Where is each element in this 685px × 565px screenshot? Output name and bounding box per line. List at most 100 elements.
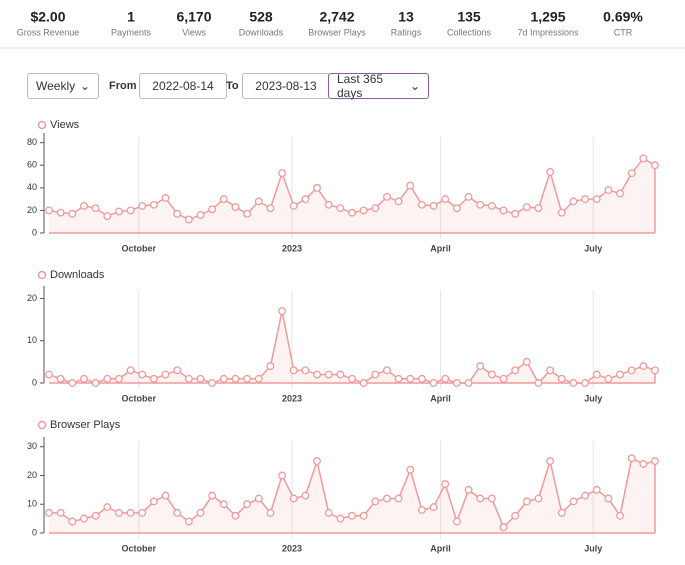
point: [569, 379, 578, 387]
point: [243, 209, 252, 218]
point: [546, 168, 555, 176]
point: [254, 374, 263, 383]
point: [161, 370, 170, 379]
point: [231, 374, 240, 383]
x-tick-label: 2023: [282, 543, 302, 553]
from-input[interactable]: 2022-08-14: [139, 73, 227, 99]
point: [534, 379, 543, 387]
point: [546, 366, 555, 375]
point: [452, 517, 461, 526]
stat-value: 13: [398, 9, 414, 25]
stat-label: Gross Revenue: [17, 27, 80, 37]
point: [569, 497, 578, 506]
stat-value: 1,295: [530, 9, 565, 25]
point: [604, 186, 613, 195]
point: [511, 511, 520, 520]
point: [103, 503, 112, 512]
point: [639, 460, 648, 468]
stat-label: Views: [182, 27, 206, 37]
point: [604, 494, 613, 503]
point: [383, 192, 391, 201]
point: [406, 465, 415, 474]
legend-label: Downloads: [50, 269, 105, 281]
point: [592, 485, 601, 494]
point: [499, 523, 508, 532]
y-tick-label: 0: [32, 227, 37, 237]
stat-value: 135: [457, 9, 481, 25]
point: [383, 494, 391, 503]
point: [45, 508, 53, 517]
point: [464, 485, 473, 494]
interval-select[interactable]: Weekly ⌄: [27, 73, 99, 99]
legend-marker: [37, 270, 47, 280]
point: [441, 480, 450, 489]
point: [173, 508, 182, 517]
to-input[interactable]: 2023-08-13: [242, 73, 330, 99]
legend-label: Views: [50, 119, 80, 131]
point: [301, 195, 310, 204]
x-tick-label: October: [121, 393, 156, 403]
point: [91, 379, 100, 387]
point: [138, 370, 147, 379]
x-tick-label: 2023: [282, 243, 302, 253]
point: [406, 181, 415, 190]
y-tick-label: 20: [27, 205, 37, 215]
point: [429, 379, 438, 387]
point: [429, 201, 438, 210]
stat-label: Downloads: [239, 27, 284, 37]
point: [348, 511, 356, 520]
y-tick-label: 10: [27, 335, 37, 345]
point: [301, 491, 310, 500]
point: [219, 374, 228, 383]
point: [126, 508, 135, 517]
point: [173, 366, 182, 375]
point: [417, 506, 426, 514]
point: [80, 374, 88, 383]
point: [266, 508, 275, 517]
point: [149, 374, 158, 383]
y-tick-label: 40: [27, 182, 37, 192]
point: [569, 197, 578, 206]
point: [592, 370, 601, 379]
point: [441, 374, 450, 383]
point: [499, 206, 508, 215]
point: [534, 204, 543, 213]
point: [161, 194, 170, 202]
point: [394, 197, 403, 206]
point: [114, 374, 123, 383]
point: [371, 204, 380, 213]
point: [313, 183, 321, 192]
to-label: To: [226, 80, 239, 92]
point: [266, 204, 275, 213]
x-tick-label: April: [430, 393, 451, 403]
point: [581, 379, 590, 387]
stat-value: $2.00: [30, 9, 65, 25]
stat-value: 0.69%: [603, 9, 643, 25]
point: [196, 374, 205, 383]
point: [289, 494, 298, 503]
y-tick-label: 0: [32, 527, 37, 537]
point: [534, 494, 543, 503]
point: [616, 370, 624, 379]
point: [522, 203, 531, 211]
point: [289, 366, 298, 375]
stat-label: Ratings: [391, 27, 422, 37]
point: [417, 374, 426, 383]
point: [80, 201, 88, 210]
x-tick-label: July: [584, 543, 602, 553]
point: [149, 200, 158, 209]
point: [289, 201, 298, 210]
point: [359, 379, 368, 387]
point: [383, 366, 391, 375]
point: [499, 374, 508, 383]
range-select[interactable]: Last 365 days ⌄: [328, 72, 429, 100]
point: [208, 205, 217, 214]
point: [417, 200, 426, 209]
point: [406, 374, 415, 383]
point: [476, 362, 485, 371]
point: [581, 491, 590, 500]
stat-value: 528: [249, 9, 273, 25]
point: [371, 497, 380, 506]
